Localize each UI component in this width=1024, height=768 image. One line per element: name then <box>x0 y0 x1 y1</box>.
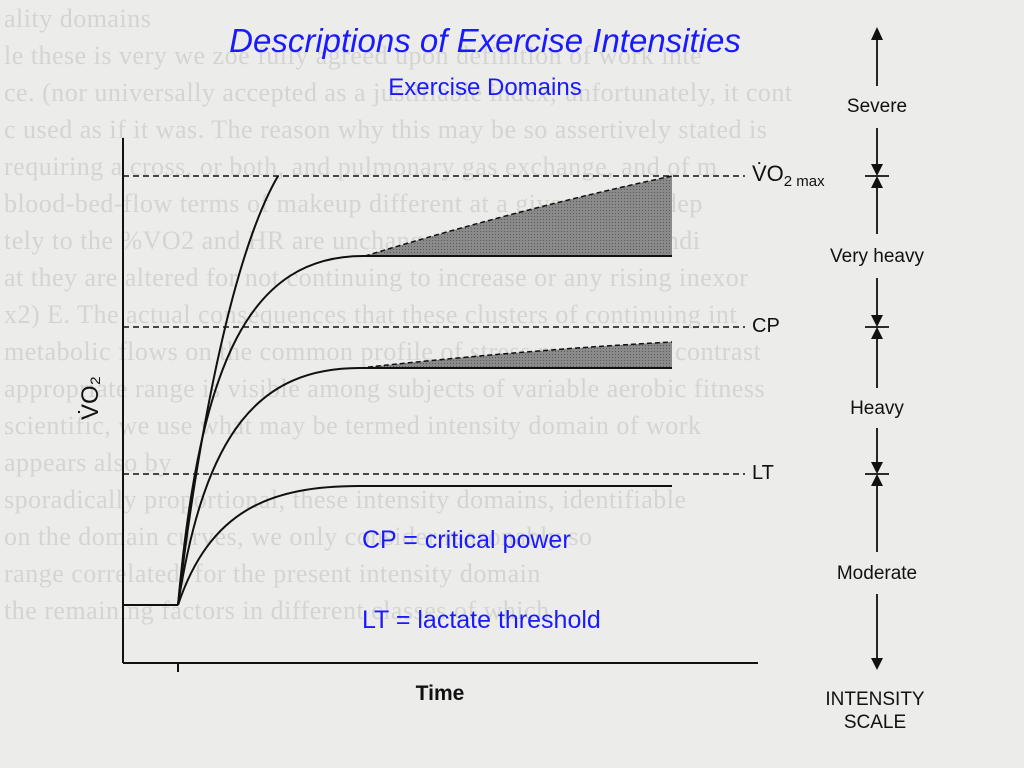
y-axis-label: V̇O₂ <box>76 376 104 420</box>
slide-subtitle: Exercise Domains <box>388 74 582 101</box>
vo2max-label: V̇O2 max <box>752 161 825 190</box>
background-text-line: ce. (nor universally accepted as a justi… <box>4 78 793 107</box>
intensity-scale-line2: SCALE <box>843 712 907 733</box>
arrowhead-up-icon <box>871 327 883 339</box>
heavy-response-curve <box>177 367 672 606</box>
very-heavy-slow-component-shade <box>365 176 672 256</box>
lt-label: LT <box>752 462 774 484</box>
vo2max-label-sub: 2 max <box>783 173 825 190</box>
domain-severe-label: Severe <box>846 96 908 117</box>
x-axis-label: Time <box>416 682 465 705</box>
domain-moderate-label: Moderate <box>836 563 918 584</box>
background-text-line: sporadically proportional, these intensi… <box>4 485 687 514</box>
background-text-line: appears also by <box>4 448 172 477</box>
background-text-line: x2) E. The actual consequences that thes… <box>4 300 738 329</box>
background-text-line: on the domain curves, we only consider r… <box>4 522 593 551</box>
heavy-slow-component-shade <box>360 342 672 368</box>
intensity-scale-line1: INTENSITY <box>825 689 925 710</box>
arrowhead-up-icon <box>871 27 883 40</box>
domain-heavy-label: Heavy <box>850 398 904 419</box>
cp-definition-note: CP = critical power <box>362 526 571 554</box>
background-text-line: appropriate range is visible among subje… <box>4 374 766 403</box>
background-text-line: the remaining factors in different class… <box>4 596 550 625</box>
background-text-line: le these is very we zoe fully agreed upo… <box>4 41 703 70</box>
severe-response-curve <box>177 175 279 606</box>
background-text-line: range correlated, for the present intens… <box>4 559 541 588</box>
background-text-line: ality domains <box>4 4 152 33</box>
very-heavy-slow-component-dashed <box>364 175 673 257</box>
arrowhead-down-icon <box>871 658 883 670</box>
very-heavy-response-curve <box>177 254 672 606</box>
background-text-line: at they are altered for not continuing t… <box>4 263 749 292</box>
domain-very-heavy-label: Very heavy <box>830 246 924 267</box>
arrowhead-up-icon <box>871 176 883 188</box>
arrowhead-down-icon <box>871 315 883 327</box>
intensity-scale-label: INTENSITY SCALE <box>800 688 950 734</box>
moderate-response-curve <box>177 485 672 606</box>
heavy-slow-component-dashed <box>359 341 673 369</box>
arrowhead-up-icon <box>871 474 883 486</box>
background-text-line: c used as if it was. The reason why this… <box>4 115 768 144</box>
arrowhead-down-icon <box>871 462 883 474</box>
background-text-line: scientific, we use what may be termed in… <box>4 411 702 440</box>
lt-definition-note: LT = lactate threshold <box>362 606 601 634</box>
slide-title: Descriptions of Exercise Intensities <box>229 22 741 59</box>
vo2max-label-main: V̇O <box>752 161 784 186</box>
arrowhead-down-icon <box>871 164 883 176</box>
cp-label: CP <box>752 315 780 337</box>
